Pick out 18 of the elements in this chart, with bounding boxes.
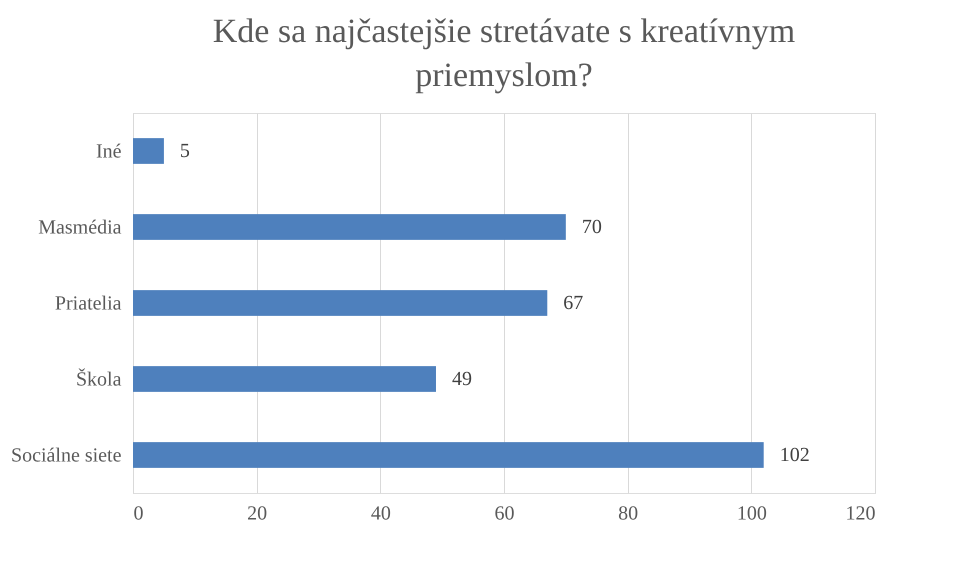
x-tick-label: 20 [247, 502, 268, 524]
x-tick-label: 0 [134, 502, 144, 524]
y-tick-label: Iné [96, 140, 122, 162]
x-tick-label: 60 [494, 502, 514, 524]
y-tick-label: Škola [76, 368, 122, 390]
y-tick-label: Sociálne siete [10, 444, 122, 466]
y-tick-label: Masmédia [38, 216, 122, 238]
x-tick-label: 80 [618, 502, 638, 524]
x-tick-label: 40 [370, 502, 391, 524]
y-tick-label: Priatelia [54, 292, 122, 314]
data-label: 5 [180, 140, 190, 162]
data-label: 49 [452, 368, 472, 390]
x-tick-label: 120 [846, 502, 876, 524]
chart-title: Kde sa najčastejšie stretávate s kreatívnym priemyslom? [212, 13, 796, 94]
data-label: 70 [582, 216, 602, 238]
x-tick-label: 100 [736, 502, 767, 524]
data-label: 102 [780, 444, 810, 466]
data-label: 67 [563, 292, 584, 314]
